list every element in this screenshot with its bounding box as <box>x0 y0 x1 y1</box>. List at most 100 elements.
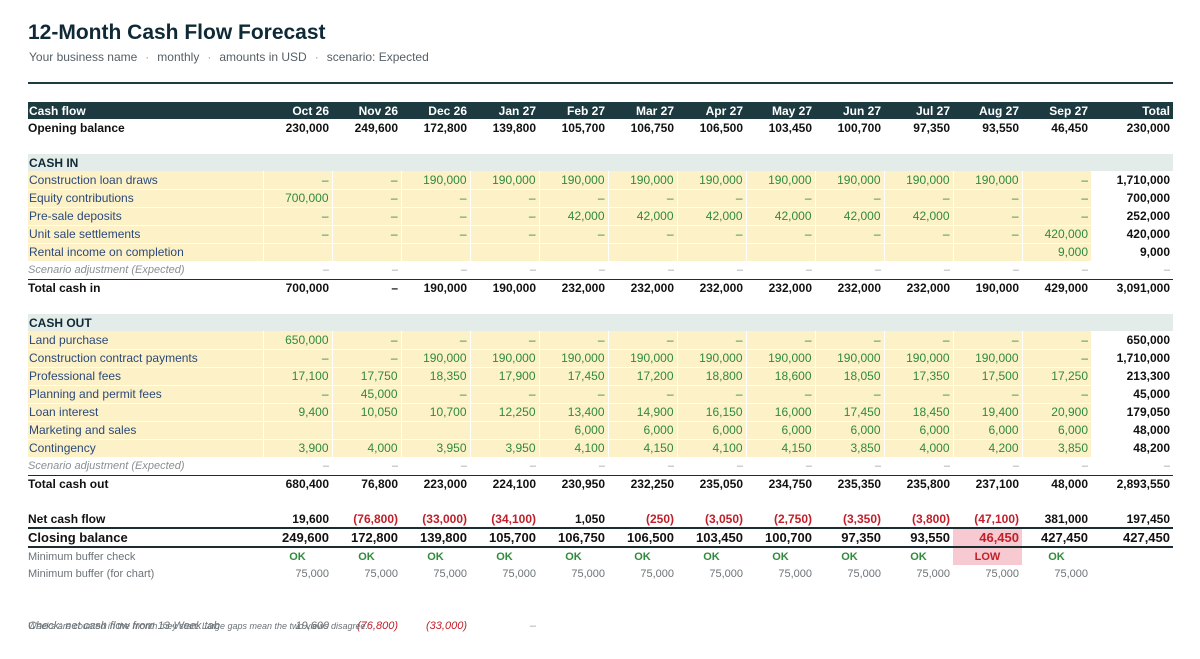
input-cell[interactable]: 17,500 <box>952 367 1022 386</box>
input-cell[interactable]: 42,000 <box>814 207 884 226</box>
input-cell[interactable]: 4,200 <box>952 439 1022 458</box>
input-cell[interactable]: 17,900 <box>469 367 539 386</box>
input-cell[interactable]: – <box>814 189 884 208</box>
input-cell[interactable]: 6,000 <box>745 421 815 440</box>
input-cell[interactable]: 420,000 <box>1021 225 1091 244</box>
input-cell[interactable] <box>331 421 401 440</box>
input-cell[interactable]: 190,000 <box>952 349 1022 368</box>
input-cell[interactable]: – <box>607 189 677 208</box>
input-cell[interactable]: – <box>331 349 401 368</box>
input-cell[interactable] <box>469 421 539 440</box>
input-cell[interactable] <box>538 243 608 262</box>
input-cell[interactable]: 190,000 <box>607 171 677 190</box>
input-cell[interactable]: 20,900 <box>1021 403 1091 422</box>
input-cell[interactable]: – <box>538 385 608 404</box>
input-cell[interactable]: – <box>400 189 470 208</box>
input-cell[interactable]: 190,000 <box>883 171 953 190</box>
input-cell[interactable]: 9,400 <box>262 403 332 422</box>
input-cell[interactable]: 190,000 <box>952 171 1022 190</box>
input-cell[interactable]: – <box>538 331 608 350</box>
input-cell[interactable] <box>331 243 401 262</box>
input-cell[interactable]: 10,700 <box>400 403 470 422</box>
input-cell[interactable]: – <box>262 171 332 190</box>
input-cell[interactable]: – <box>331 189 401 208</box>
input-cell[interactable]: 14,900 <box>607 403 677 422</box>
input-cell[interactable]: 6,000 <box>814 421 884 440</box>
input-cell[interactable]: 3,850 <box>1021 439 1091 458</box>
input-cell[interactable]: 190,000 <box>538 171 608 190</box>
input-cell[interactable]: 6,000 <box>952 421 1022 440</box>
input-cell[interactable]: – <box>952 207 1022 226</box>
input-cell[interactable]: – <box>745 385 815 404</box>
input-cell[interactable]: 17,100 <box>262 367 332 386</box>
input-cell[interactable]: 4,000 <box>331 439 401 458</box>
input-cell[interactable]: 17,750 <box>331 367 401 386</box>
input-cell[interactable] <box>400 421 470 440</box>
input-cell[interactable]: – <box>676 189 746 208</box>
input-cell[interactable]: – <box>262 225 332 244</box>
input-cell[interactable]: 9,000 <box>1021 243 1091 262</box>
input-cell[interactable]: – <box>262 385 332 404</box>
input-cell[interactable]: – <box>262 349 332 368</box>
input-cell[interactable]: 190,000 <box>745 349 815 368</box>
input-cell[interactable]: 4,150 <box>745 439 815 458</box>
input-cell[interactable]: – <box>469 225 539 244</box>
input-cell[interactable]: – <box>607 385 677 404</box>
input-cell[interactable]: 42,000 <box>607 207 677 226</box>
input-cell[interactable]: – <box>607 331 677 350</box>
input-cell[interactable]: – <box>538 225 608 244</box>
input-cell[interactable]: 190,000 <box>400 349 470 368</box>
input-cell[interactable]: 17,450 <box>814 403 884 422</box>
input-cell[interactable]: 190,000 <box>814 349 884 368</box>
input-cell[interactable]: – <box>745 225 815 244</box>
input-cell[interactable]: 190,000 <box>469 349 539 368</box>
input-cell[interactable]: 650,000 <box>262 331 332 350</box>
input-cell[interactable]: 16,000 <box>745 403 815 422</box>
input-cell[interactable]: 42,000 <box>538 207 608 226</box>
input-cell[interactable]: – <box>331 171 401 190</box>
input-cell[interactable]: 45,000 <box>331 385 401 404</box>
input-cell[interactable]: 3,900 <box>262 439 332 458</box>
input-cell[interactable]: 190,000 <box>538 349 608 368</box>
input-cell[interactable]: 17,450 <box>538 367 608 386</box>
input-cell[interactable]: – <box>469 385 539 404</box>
input-cell[interactable]: – <box>952 331 1022 350</box>
input-cell[interactable]: – <box>676 331 746 350</box>
input-cell[interactable]: – <box>1021 385 1091 404</box>
input-cell[interactable] <box>469 243 539 262</box>
input-cell[interactable]: 18,350 <box>400 367 470 386</box>
input-cell[interactable]: 17,350 <box>883 367 953 386</box>
input-cell[interactable] <box>262 421 332 440</box>
input-cell[interactable]: 4,100 <box>538 439 608 458</box>
input-cell[interactable]: 4,150 <box>607 439 677 458</box>
input-cell[interactable]: 4,100 <box>676 439 746 458</box>
input-cell[interactable]: – <box>1021 189 1091 208</box>
input-cell[interactable]: 190,000 <box>676 171 746 190</box>
input-cell[interactable]: 190,000 <box>814 171 884 190</box>
input-cell[interactable]: 18,050 <box>814 367 884 386</box>
input-cell[interactable]: – <box>952 225 1022 244</box>
input-cell[interactable]: 42,000 <box>745 207 815 226</box>
input-cell[interactable]: 18,450 <box>883 403 953 422</box>
input-cell[interactable]: – <box>883 385 953 404</box>
input-cell[interactable]: – <box>538 189 608 208</box>
input-cell[interactable]: 12,250 <box>469 403 539 422</box>
input-cell[interactable]: – <box>676 385 746 404</box>
input-cell[interactable]: 190,000 <box>469 171 539 190</box>
input-cell[interactable]: 3,850 <box>814 439 884 458</box>
input-cell[interactable]: – <box>1021 171 1091 190</box>
input-cell[interactable] <box>262 243 332 262</box>
input-cell[interactable]: 42,000 <box>676 207 746 226</box>
input-cell[interactable]: 4,000 <box>883 439 953 458</box>
input-cell[interactable]: 190,000 <box>676 349 746 368</box>
input-cell[interactable]: 6,000 <box>1021 421 1091 440</box>
input-cell[interactable] <box>400 243 470 262</box>
input-cell[interactable]: 17,200 <box>607 367 677 386</box>
input-cell[interactable]: – <box>331 331 401 350</box>
input-cell[interactable] <box>745 243 815 262</box>
input-cell[interactable]: 190,000 <box>745 171 815 190</box>
input-cell[interactable]: – <box>400 207 470 226</box>
input-cell[interactable]: – <box>1021 331 1091 350</box>
input-cell[interactable]: 42,000 <box>883 207 953 226</box>
input-cell[interactable]: – <box>469 331 539 350</box>
